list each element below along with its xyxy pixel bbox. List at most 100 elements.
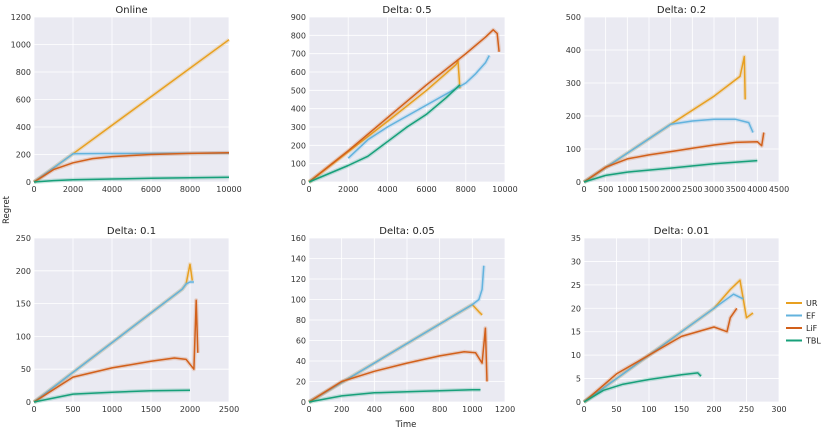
series-line-lif (308, 29, 500, 183)
plot-area (309, 17, 505, 182)
x-tick-label: 10000 (216, 185, 241, 194)
legend-label-tbl: TBL (805, 337, 821, 346)
chart-panel-4: 0 500 1000 1500 2000 2500 0 50 100 150 200 250 Delta… (16, 226, 239, 414)
series-line-tbl (33, 176, 230, 183)
y-tick-label: 300 (566, 79, 581, 88)
series-line-tbl (33, 389, 191, 403)
y-tick-label: 20 (296, 378, 306, 387)
series-line-ef (308, 265, 485, 403)
x-tick-label: 3500 (725, 185, 745, 194)
y-tick-label: 0 (26, 398, 31, 407)
series-line-ef (347, 55, 490, 159)
y-tick-label: 0 (301, 178, 306, 187)
series-line-tbl (583, 159, 758, 183)
series-line-lif (33, 299, 199, 403)
x-tick-label: 8000 (180, 185, 200, 194)
y-tick-label: 400 (291, 105, 306, 114)
legend-label-lif: LiF (806, 324, 818, 333)
y-tick-label: 5 (576, 375, 581, 384)
x-tick-label: 800 (432, 405, 447, 414)
y-tick-label: 800 (291, 31, 306, 40)
series-line-ef (33, 281, 194, 403)
y-tick-label: 20 (571, 304, 581, 313)
x-tick-label: 600 (399, 405, 414, 414)
x-tick-label: 50 (611, 405, 621, 414)
y-tick-label: 100 (16, 332, 31, 341)
chart-title: Delta: 0.01 (654, 226, 710, 237)
chart-title: Delta: 0.5 (382, 5, 431, 16)
y-tick-label: 15 (571, 328, 581, 337)
series-line-lif (308, 327, 488, 403)
x-tick-label: 2000 (338, 185, 358, 194)
x-tick-label: 150 (674, 405, 689, 414)
y-tick-label: 0 (26, 178, 31, 187)
y-tick-label: 40 (296, 357, 306, 366)
y-tick-label: 200 (16, 267, 31, 276)
x-tick-label: 1000 (462, 405, 482, 414)
y-tick-label: 30 (571, 257, 581, 266)
x-tick-label: 0 (306, 185, 311, 194)
y-tick-label: 300 (291, 123, 306, 132)
x-tick-label: 4500 (769, 185, 789, 194)
x-tick-label: 2000 (660, 185, 680, 194)
x-tick-label: 1000 (617, 185, 637, 194)
series-line-tbl (308, 84, 461, 183)
chart-title: Delta: 0.1 (107, 226, 156, 237)
y-tick-label: 10 (571, 351, 581, 360)
x-tick-label: 1500 (639, 185, 659, 194)
y-tick-label: 200 (566, 112, 581, 121)
y-tick-label: 200 (291, 141, 306, 150)
y-tick-label: 100 (566, 145, 581, 154)
legend: UR EF LiF TBL (786, 299, 821, 346)
x-tick-label: 400 (367, 405, 382, 414)
x-tick-label: 500 (65, 405, 80, 414)
x-tick-label: 100 (641, 405, 656, 414)
series-line-tbl (583, 372, 702, 403)
y-tick-label: 1200 (11, 13, 31, 22)
y-tick-label: 1000 (11, 41, 31, 50)
chart-title: Delta: 0.05 (379, 226, 435, 237)
y-tick-label: 80 (296, 316, 306, 325)
chart-panel-6: 0 50 100 150 200 250 300 0 5 10 15 20 25 30 35 Delta: 0… (571, 226, 787, 414)
x-tick-label: 4000 (377, 185, 397, 194)
x-tick-label: 2500 (219, 405, 239, 414)
y-tick-label: 25 (571, 281, 581, 290)
plot-area (584, 17, 779, 182)
y-tick-label: 60 (296, 337, 306, 346)
x-tick-label: 4000 (747, 185, 767, 194)
x-tick-label: 200 (706, 405, 721, 414)
y-tick-label: 500 (566, 13, 581, 22)
x-tick-label: 8000 (456, 185, 476, 194)
series-line-ef (583, 118, 754, 183)
legend-label-ur: UR (806, 299, 818, 308)
chart-panel-1: 0 2000 4000 6000 8000 10000 0 200 400 600 800 1000 1… (11, 5, 242, 194)
y-tick-label: 0 (576, 398, 581, 407)
y-tick-label: 0 (576, 178, 581, 187)
y-tick-label: 800 (16, 68, 31, 77)
x-tick-label: 300 (771, 405, 786, 414)
y-tick-label: 150 (16, 300, 31, 309)
x-tick-label: 0 (306, 405, 311, 414)
x-tick-label: 6000 (141, 185, 161, 194)
y-tick-label: 160 (291, 234, 306, 243)
x-tick-label: 4000 (102, 185, 122, 194)
series-line-lif (583, 132, 765, 183)
y-tick-label: 120 (291, 275, 306, 284)
y-tick-label: 35 (571, 234, 581, 243)
x-tick-label: 6000 (416, 185, 436, 194)
series-line-tbl (308, 388, 481, 403)
y-tick-label: 500 (291, 86, 306, 95)
y-tick-label: 400 (566, 46, 581, 55)
x-tick-label: 0 (31, 185, 36, 194)
x-tick-label: 0 (581, 405, 586, 414)
x-tick-label: 250 (739, 405, 754, 414)
x-tick-label: 2000 (63, 185, 83, 194)
x-tick-label: 0 (31, 405, 36, 414)
y-tick-label: 600 (291, 68, 306, 77)
y-tick-label: 140 (291, 255, 306, 264)
y-tick-label: 400 (16, 123, 31, 132)
y-axis-label: Regret (2, 195, 12, 224)
y-tick-label: 100 (291, 160, 306, 169)
x-tick-label: 1200 (495, 405, 515, 414)
